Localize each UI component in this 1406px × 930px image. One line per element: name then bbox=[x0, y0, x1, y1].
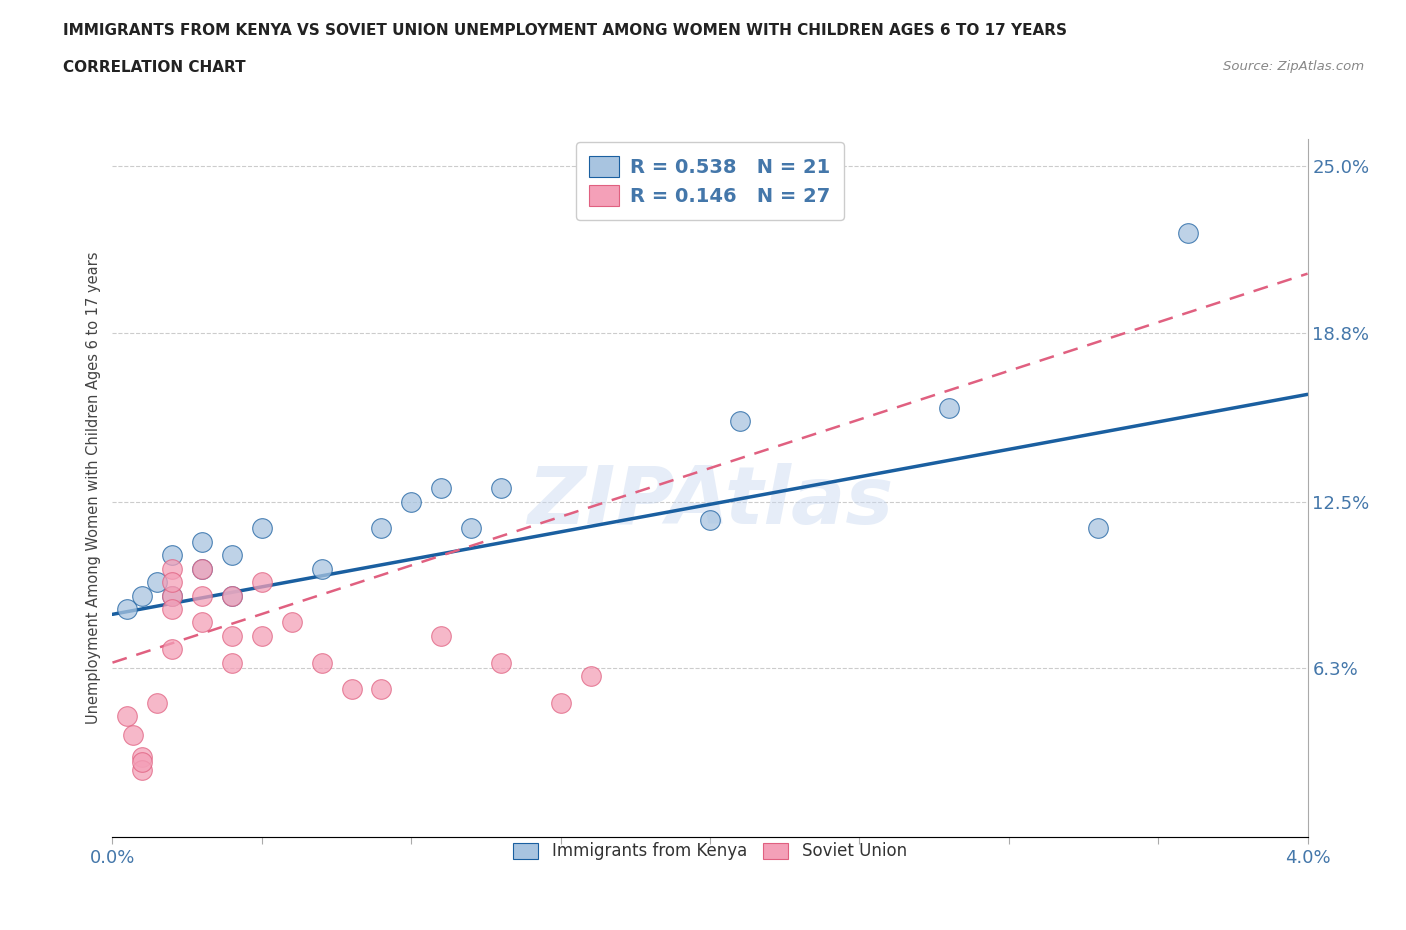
Point bbox=[162, 588, 183, 603]
Point bbox=[370, 521, 392, 536]
Point bbox=[699, 513, 721, 528]
Point bbox=[489, 656, 512, 671]
Point bbox=[1177, 226, 1199, 241]
Point bbox=[122, 727, 145, 742]
Point bbox=[460, 521, 482, 536]
Point bbox=[579, 669, 602, 684]
Point bbox=[281, 615, 304, 630]
Legend: Immigrants from Kenya, Soviet Union: Immigrants from Kenya, Soviet Union bbox=[506, 836, 914, 867]
Point bbox=[162, 548, 183, 563]
Point bbox=[146, 696, 169, 711]
Text: CORRELATION CHART: CORRELATION CHART bbox=[63, 60, 246, 75]
Y-axis label: Unemployment Among Women with Children Ages 6 to 17 years: Unemployment Among Women with Children A… bbox=[86, 252, 101, 724]
Point bbox=[550, 696, 572, 711]
Point bbox=[430, 629, 453, 644]
Point bbox=[221, 656, 243, 671]
Point bbox=[191, 588, 214, 603]
Point bbox=[311, 656, 333, 671]
Point bbox=[131, 754, 153, 769]
Point bbox=[938, 400, 960, 415]
Point bbox=[131, 588, 153, 603]
Point bbox=[162, 588, 183, 603]
Point bbox=[162, 602, 183, 617]
Point bbox=[162, 562, 183, 577]
Point bbox=[191, 562, 214, 577]
Point bbox=[131, 749, 153, 764]
Point bbox=[489, 481, 512, 496]
Point bbox=[250, 575, 273, 590]
Point bbox=[221, 588, 243, 603]
Text: ZIPAtlas: ZIPAtlas bbox=[527, 463, 893, 541]
Text: IMMIGRANTS FROM KENYA VS SOVIET UNION UNEMPLOYMENT AMONG WOMEN WITH CHILDREN AGE: IMMIGRANTS FROM KENYA VS SOVIET UNION UN… bbox=[63, 23, 1067, 38]
Point bbox=[250, 629, 273, 644]
Point bbox=[311, 562, 333, 577]
Point bbox=[340, 682, 363, 697]
Point bbox=[117, 709, 139, 724]
Point bbox=[401, 494, 423, 509]
Point bbox=[1087, 521, 1109, 536]
Point bbox=[370, 682, 392, 697]
Point bbox=[146, 575, 169, 590]
Point bbox=[117, 602, 139, 617]
Point bbox=[221, 548, 243, 563]
Text: Source: ZipAtlas.com: Source: ZipAtlas.com bbox=[1223, 60, 1364, 73]
Point bbox=[191, 562, 214, 577]
Point bbox=[131, 763, 153, 777]
Point bbox=[221, 629, 243, 644]
Point bbox=[162, 575, 183, 590]
Point bbox=[250, 521, 273, 536]
Point bbox=[162, 642, 183, 657]
Point bbox=[191, 535, 214, 550]
Point bbox=[191, 615, 214, 630]
Point bbox=[221, 588, 243, 603]
Point bbox=[728, 414, 751, 429]
Point bbox=[430, 481, 453, 496]
